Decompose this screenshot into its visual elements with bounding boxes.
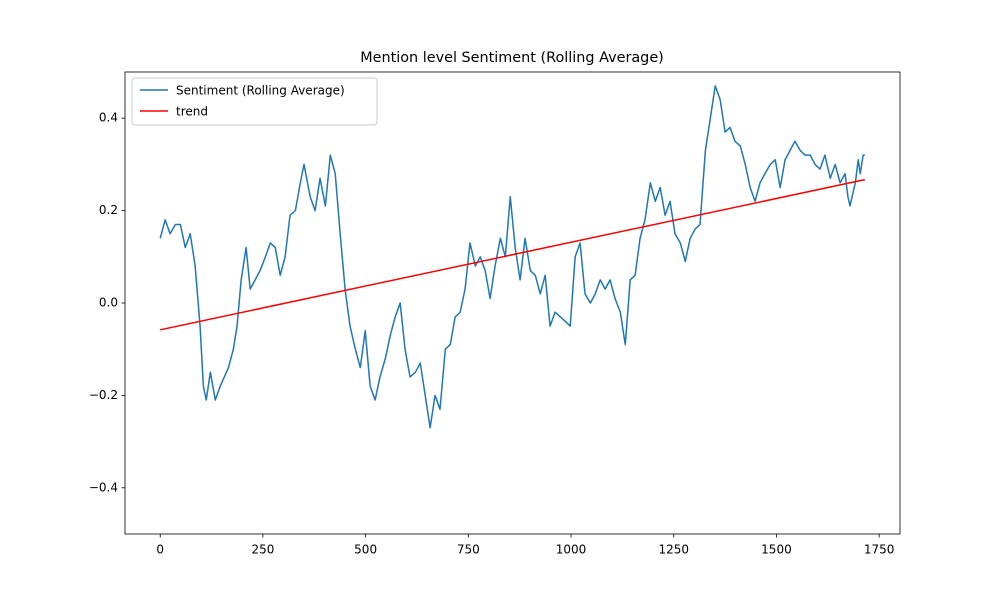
- chart-title: Mention level Sentiment (Rolling Average…: [360, 50, 664, 66]
- y-tick-label: 0.4: [99, 111, 118, 125]
- legend-box: [131, 77, 378, 126]
- x-tick-label: 1000: [556, 543, 587, 557]
- y-tick-label: −0.4: [89, 480, 118, 494]
- x-tick-label: 250: [251, 543, 274, 557]
- x-tick-label: 1250: [658, 543, 689, 557]
- legend-label: Sentiment (Rolling Average): [176, 84, 345, 98]
- y-tick-label: 0.0: [99, 296, 118, 310]
- x-tick-label: 1500: [761, 543, 792, 557]
- line-series: [160, 178, 865, 331]
- x-tick-label: 750: [457, 543, 480, 557]
- x-tick-label: 1750: [864, 543, 895, 557]
- y-tick-label: −0.2: [89, 388, 118, 402]
- x-tick-label: 0: [156, 543, 164, 557]
- plot-frame: [124, 71, 901, 535]
- x-tick-label: 500: [354, 543, 377, 557]
- y-tick-label: 0.2: [99, 203, 118, 217]
- legend-label: trend: [176, 105, 208, 119]
- line-series: [159, 85, 865, 429]
